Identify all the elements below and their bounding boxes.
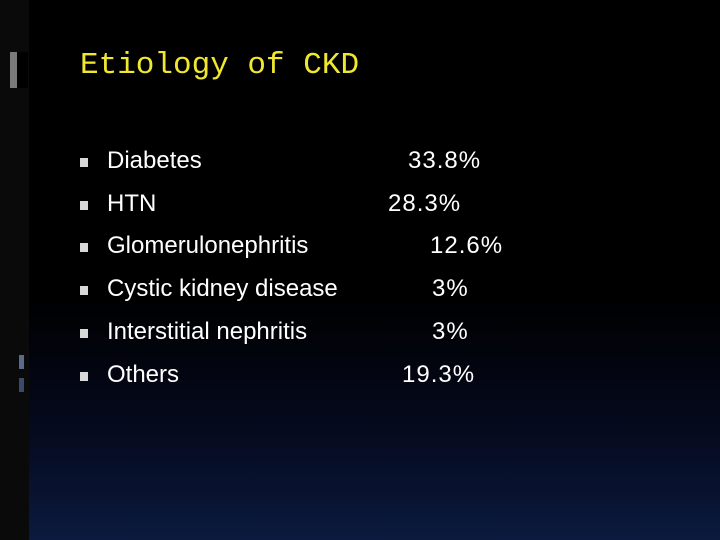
bullet [80, 201, 88, 210]
decor-square [19, 355, 24, 369]
slide-title: Etiology of CKD [80, 48, 360, 83]
item-value: 3% [432, 318, 469, 345]
side-strip [0, 0, 29, 540]
decor-square [19, 378, 24, 392]
item-value: 19.3% [402, 361, 476, 388]
item-label: Diabetes [107, 147, 202, 174]
decor-square [10, 52, 17, 88]
item-label: Interstitial nephritis [107, 318, 308, 345]
item-value: 3% [432, 275, 469, 302]
item-label: Others [107, 361, 180, 388]
bullet [80, 158, 88, 167]
item-value: 28.3% [388, 190, 462, 217]
item-label: HTN [107, 190, 157, 217]
bullet [80, 372, 88, 381]
decor-square [17, 52, 28, 88]
bullet [80, 329, 88, 338]
bullet [80, 286, 88, 295]
bullet [80, 243, 88, 252]
item-label: Glomerulonephritis [107, 232, 309, 259]
content-area [29, 0, 720, 540]
item-value: 12.6% [430, 232, 504, 259]
item-label: Cystic kidney disease [107, 275, 338, 302]
item-value: 33.8% [408, 147, 482, 174]
